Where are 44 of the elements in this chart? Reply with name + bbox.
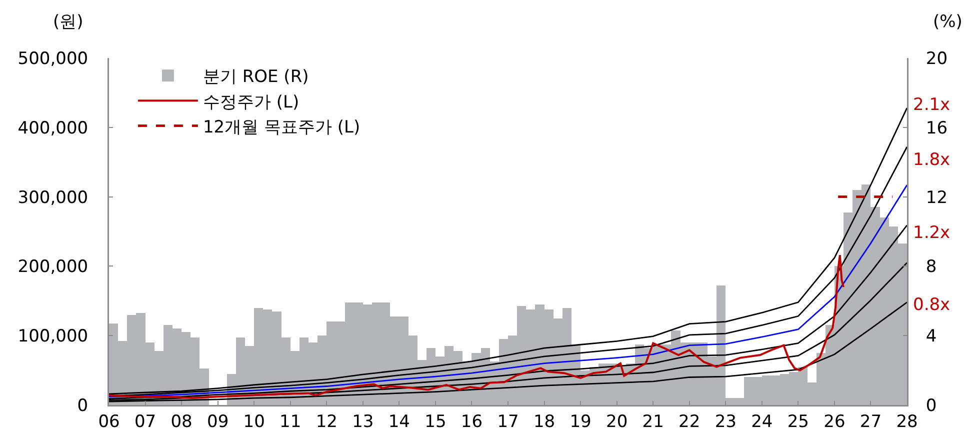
y2-tick-label: 12 bbox=[926, 188, 948, 208]
x-tick-label: 10 bbox=[243, 412, 265, 432]
y2-tick-label: 8 bbox=[926, 257, 937, 278]
x-tick-label: 24 bbox=[751, 412, 773, 432]
y2-tick-label: 20 bbox=[926, 48, 948, 69]
x-tick-label: 14 bbox=[388, 412, 410, 432]
x-tick-label: 21 bbox=[642, 412, 664, 432]
y-tick-label: 100,000 bbox=[18, 326, 88, 347]
x-tick-label: 28 bbox=[896, 412, 918, 432]
x-tick-label: 27 bbox=[860, 412, 882, 432]
text: 1.2x bbox=[913, 223, 950, 243]
y2-tick-label: 4 bbox=[926, 326, 937, 347]
text: 1.8x bbox=[913, 150, 950, 170]
legend-label: 분기 ROE (R) bbox=[202, 67, 309, 88]
x-tick-label: 25 bbox=[787, 412, 809, 432]
legend-label: 수정주가 (L) bbox=[202, 92, 300, 112]
y-tick-label: 500,000 bbox=[18, 48, 88, 69]
y-tick-label: 400,000 bbox=[18, 118, 88, 138]
text: 0.8x bbox=[913, 295, 950, 315]
x-tick-label: 15 bbox=[424, 412, 446, 432]
x-tick-label: 16 bbox=[460, 412, 483, 432]
y-tick-label: 0 bbox=[77, 396, 88, 416]
x-tick-label: 09 bbox=[207, 412, 229, 432]
y2-axis-title: (%) bbox=[933, 12, 962, 32]
x-tick-label: 07 bbox=[134, 412, 156, 432]
x-tick-label: 11 bbox=[280, 412, 302, 432]
x-tick-label: 26 bbox=[824, 412, 846, 432]
x-tick-label: 13 bbox=[352, 412, 374, 432]
y2-tick-label: 0 bbox=[926, 396, 937, 416]
x-tick-label: 17 bbox=[497, 412, 519, 432]
x-tick-label: 19 bbox=[570, 412, 592, 432]
x-tick-label: 20 bbox=[606, 412, 628, 432]
y-axis-title: (원) bbox=[53, 12, 84, 32]
x-tick-label: 06 bbox=[98, 412, 120, 432]
x-tick-label: 18 bbox=[533, 412, 556, 432]
legend-label: 12개월 목표주가 (L) bbox=[202, 117, 360, 138]
x-tick-label: 12 bbox=[316, 412, 338, 432]
x-tick-label: 22 bbox=[678, 412, 700, 432]
y2-tick-label: 16 bbox=[926, 118, 948, 138]
text: 2.1x bbox=[913, 95, 950, 115]
x-tick-label: 23 bbox=[714, 412, 736, 432]
x-tick-label: 08 bbox=[170, 412, 192, 432]
y-tick-label: 200,000 bbox=[18, 257, 88, 278]
y-tick-label: 300,000 bbox=[18, 188, 88, 208]
